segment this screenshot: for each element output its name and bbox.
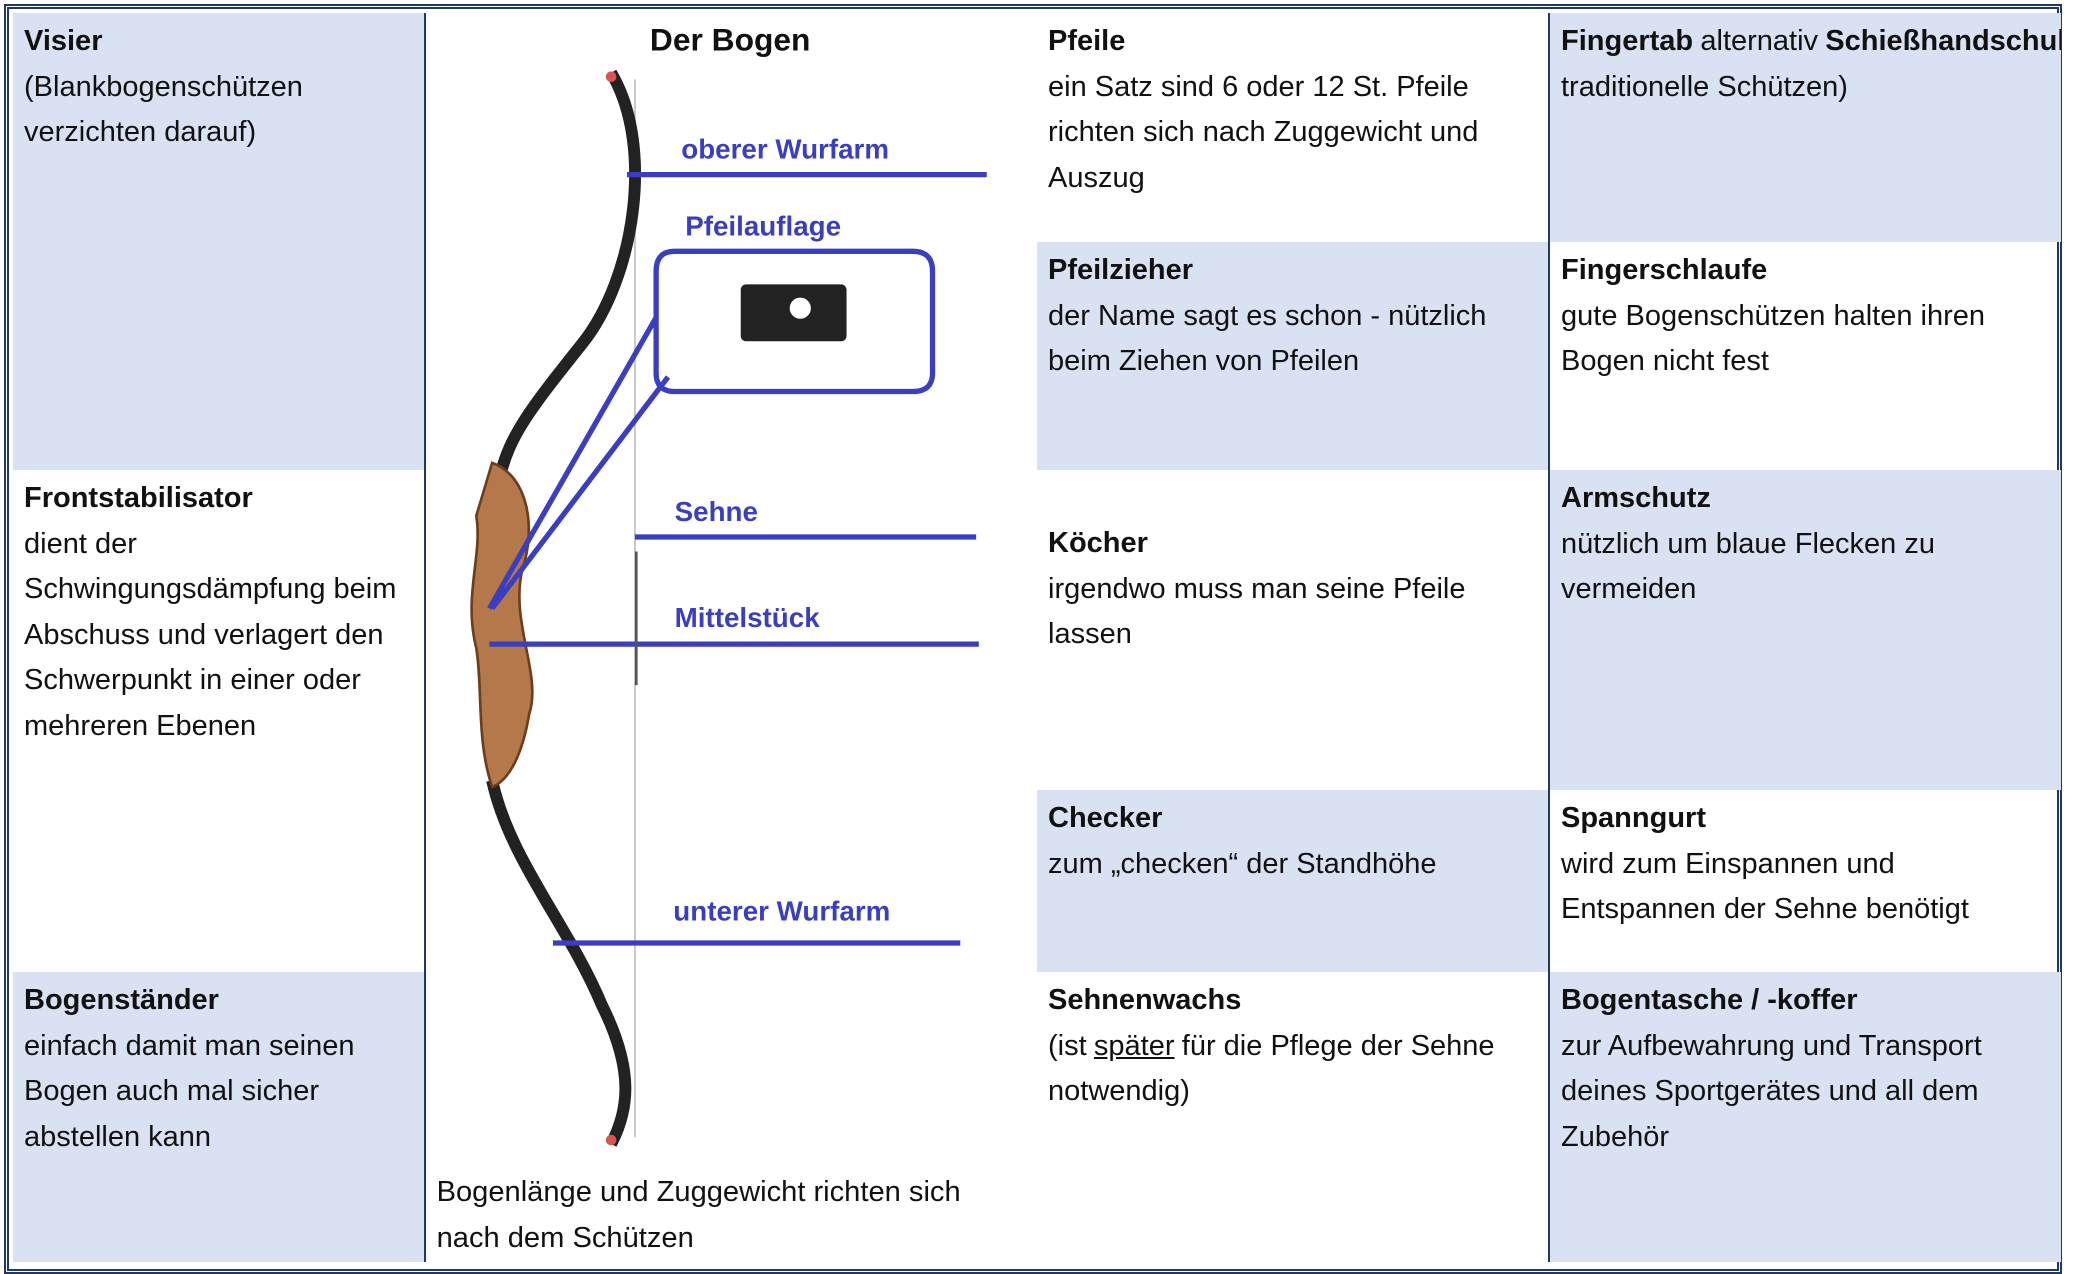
bow-diagram: Der Bogen oberer Wurfarm Pfeilauflage Se… [436,21,987,1254]
table-cell: Köcher irgendwo muss man seine Pfeile las… [1037,470,1550,790]
cell-text: (ist [1048,1029,1087,1062]
table-cell: Fingerschlaufe gute Bogenschützen halten … [1550,242,2061,470]
cell-title: Pfeile [1048,25,1126,57]
cell-text: zum „checken“ der Standhöhe [1048,847,1437,880]
cell-title: Pfeilzieher [1048,254,1194,286]
cell-title: Bogenständer [24,984,219,1016]
table-cell: Checker zum „checken“ der Standhöhe [1037,790,1550,972]
table-cell: Pfeile ein Satz sind 6 oder 12 St. Pfeile… [1037,13,1550,242]
cell-text: (für traditionelle Schützen) [1561,70,1848,103]
cell-title: Armschutz [1561,482,1711,514]
table-cell: Frontstabilisator dient der Schwingungsdä… [13,470,426,972]
table-cell: Spanngurt wird zum Einspannen und Entspan… [1550,790,2061,972]
bow-caption-box: Bogenlänge und Zuggewicht richten sich n… [436,1174,961,1254]
table-cell: Bogentasche / -koffer zur Aufbewahrung un… [1550,972,2061,1262]
cell-title: Spanngurt [1561,802,1706,834]
cell-title: Fingerschlaufe [1561,254,1768,286]
cell-text: Schießhandschuh [1825,25,2061,57]
cell-text: (Blankbogenschützen verzichten darauf) [24,70,303,149]
pointers [487,171,987,946]
cell-text: nützlich um blaue Flecken zu vermeiden [1561,527,1935,606]
table-cell: Armschutz nützlich um blaue Flecken zu ve… [1550,470,2061,790]
bow-label: Pfeilauflage [685,210,841,241]
arrow-rest-hole [789,297,811,319]
cell-text: Fingertab [1561,25,1694,57]
cell-text: ein Satz sind 6 oder 12 St. Pfeile richt… [1048,70,1479,194]
cell-text: einfach damit man seinen Bogen auch mal … [24,1029,355,1153]
tip [605,1134,617,1146]
bow-label: Mittelstück [675,602,821,633]
cell-title: Bogentasche / -koffer [1561,984,1858,1016]
cell-title: Visier [24,25,103,57]
tip [605,71,617,83]
table-cell: Visier (Blankbogenschützen verzichten dar… [13,13,426,470]
cell-text: dient der Schwingungsdämpfung beim Absch… [24,527,397,742]
table-cell: Bogenständer einfach damit man seinen Bog… [13,972,426,1262]
cell-title: Köcher [1048,527,1148,559]
cell-text: der Name sagt es schon - nützlich beim Z… [1048,299,1487,378]
riser [470,461,534,789]
upper-limb [494,69,642,478]
lower-limb [486,779,632,1147]
bow-title: Der Bogen [650,21,810,57]
cell-title: Frontstabilisator [24,482,253,514]
cell-text: irgendwo muss man seine Pfeile lassen [1048,572,1466,651]
bow-label: oberer Wurfarm [681,134,889,165]
cell-text: für die Pflege der Sehne notwendig) [1048,1029,1495,1108]
cell-title: Checker [1048,802,1163,834]
table-cell: Sehnenwachs (ist später für die Pflege der … [1037,972,1550,1262]
bow-label: unterer Wurfarm [673,896,890,927]
cell-text: zur Aufbewahrung und Transport deines Sp… [1561,1029,1982,1153]
cell-title: Sehnenwachs [1048,984,1242,1016]
bow-label: Sehne [675,496,758,527]
bow-caption: Bogenlänge und Zuggewicht richten sich n… [436,1174,961,1254]
cell-text: gute Bogenschützen halten ihren Bogen ni… [1561,299,1986,378]
cell-text: alternativ [1700,25,1819,57]
cell-text: später [1093,1029,1175,1062]
cell-text: wird zum Einspannen und Entspannen der S… [1561,847,1969,926]
table-cell: Pfeilzieher der Name sagt es schon - nütz… [1037,242,1550,470]
